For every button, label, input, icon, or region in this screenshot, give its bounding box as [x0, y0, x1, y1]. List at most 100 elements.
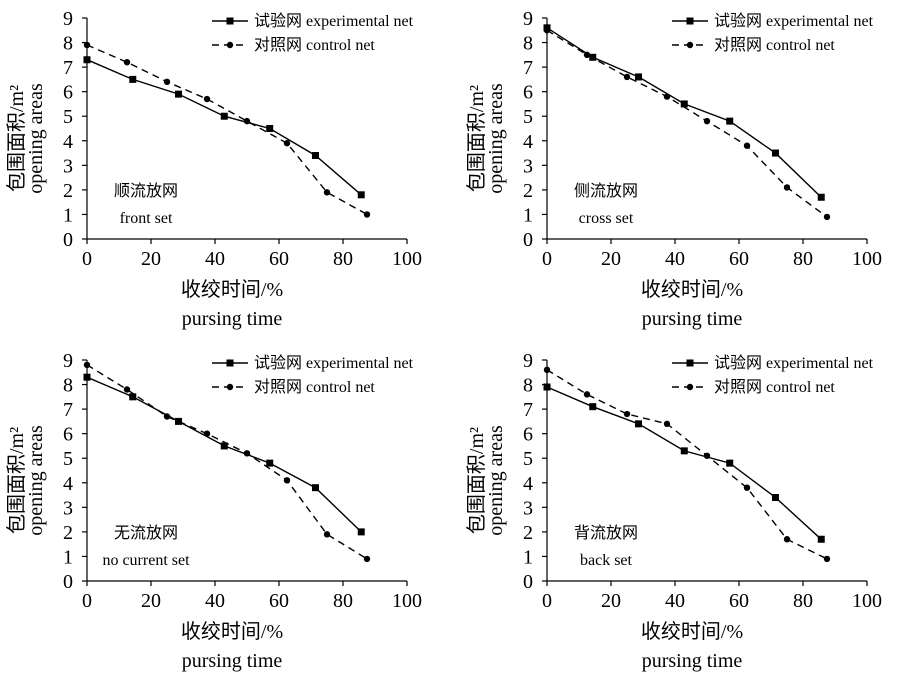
legend-label-control: 对照网 control net — [254, 378, 375, 396]
data-point-control — [323, 189, 331, 196]
x-axis-title-cn: 收绞时间/% — [641, 620, 743, 643]
data-point-control — [123, 59, 131, 66]
data-point-experimental — [726, 459, 734, 467]
y-axis-title-cn: 包围面积/m² — [5, 85, 28, 192]
panel-annotation-cn: 无流放网 — [114, 524, 178, 542]
y-tick-label: 0 — [63, 571, 73, 593]
x-tick-label: 100 — [852, 590, 882, 612]
series-line-control — [86, 44, 368, 216]
series-line-experimental — [86, 376, 362, 533]
y-tick-label: 7 — [523, 57, 533, 79]
data-point-control — [663, 420, 671, 428]
data-point-experimental — [83, 373, 91, 381]
y-tick-label: 3 — [523, 497, 533, 519]
x-tick-label: 100 — [852, 248, 882, 270]
legend-marker-circle — [226, 41, 234, 49]
data-point-experimental — [589, 403, 597, 411]
panel-annotation-cn: 背流放网 — [574, 524, 638, 542]
y-tick-label: 7 — [523, 399, 533, 421]
y-tick-label: 0 — [63, 229, 73, 251]
y-tick-label: 1 — [63, 204, 73, 226]
y-tick-label: 6 — [63, 424, 73, 446]
data-point-control — [363, 211, 371, 218]
y-tick-label: 0 — [523, 229, 533, 251]
legend-marker-circle — [686, 41, 694, 49]
data-point-experimental — [771, 494, 779, 502]
panel-annotation-en: no current set — [102, 552, 190, 569]
data-point-control — [783, 184, 791, 191]
data-point-control — [283, 140, 291, 147]
y-tick-label: 9 — [63, 8, 73, 30]
x-tick-label: 20 — [601, 248, 621, 270]
data-point-experimental — [357, 191, 365, 199]
y-tick-label: 5 — [523, 448, 533, 470]
data-point-control — [283, 477, 291, 484]
y-tick-label: 9 — [523, 8, 533, 30]
y-tick-label: 0 — [523, 571, 533, 593]
data-point-control — [83, 41, 91, 49]
data-point-experimental — [129, 75, 137, 83]
legend-label-experimental: 试验网 experimental net — [254, 354, 414, 372]
data-point-experimental — [680, 100, 688, 108]
y-tick-label: 4 — [523, 473, 533, 495]
y-tick-label: 8 — [63, 33, 73, 55]
y-tick-label: 9 — [63, 350, 73, 372]
data-point-control — [123, 386, 131, 393]
series-line-control — [546, 369, 828, 560]
x-tick-label: 0 — [542, 590, 552, 612]
data-point-control — [243, 117, 251, 125]
data-point-experimental — [635, 420, 643, 428]
x-tick-label: 40 — [205, 590, 225, 612]
data-point-experimental — [266, 459, 274, 467]
legend-marker-square — [686, 359, 694, 367]
data-point-control — [543, 366, 551, 374]
y-tick-label: 5 — [63, 448, 73, 470]
x-tick-label: 20 — [141, 248, 161, 270]
data-point-control — [663, 93, 671, 100]
series-line-control — [546, 29, 828, 218]
legend-marker-circle — [686, 383, 694, 391]
x-axis-title-en: pursing time — [182, 308, 283, 330]
x-axis-title-en: pursing time — [182, 650, 283, 672]
legend-marker-circle — [226, 383, 234, 391]
x-tick-label: 60 — [729, 590, 749, 612]
x-axis-title-cn: 收绞时间/% — [181, 620, 283, 643]
data-point-experimental — [726, 117, 734, 125]
data-point-experimental — [129, 393, 137, 401]
legend-label-experimental: 试验网 experimental net — [254, 12, 414, 30]
x-tick-label: 80 — [333, 590, 353, 612]
y-tick-label: 8 — [63, 375, 73, 397]
data-point-control — [363, 555, 371, 563]
data-point-control — [743, 142, 751, 149]
x-tick-label: 20 — [141, 590, 161, 612]
x-tick-label: 0 — [82, 248, 92, 270]
y-axis-title-en: opening areas — [25, 425, 47, 536]
x-tick-label: 80 — [333, 248, 353, 270]
y-tick-label: 8 — [523, 33, 533, 55]
x-tick-label: 100 — [392, 590, 422, 612]
y-tick-label: 9 — [523, 350, 533, 372]
data-point-control — [623, 73, 631, 81]
x-axis-title-cn: 收绞时间/% — [641, 278, 743, 301]
legend-label-control: 对照网 control net — [714, 378, 835, 396]
x-tick-label: 40 — [665, 248, 685, 270]
legend-label-control: 对照网 control net — [714, 36, 835, 54]
y-tick-label: 5 — [63, 106, 73, 128]
y-tick-label: 6 — [63, 82, 73, 104]
y-tick-label: 6 — [523, 82, 533, 104]
data-point-control — [83, 361, 91, 369]
data-point-experimental — [83, 56, 91, 64]
y-tick-label: 2 — [523, 180, 533, 202]
y-tick-label: 5 — [523, 106, 533, 128]
y-tick-label: 3 — [63, 497, 73, 519]
y-tick-label: 1 — [63, 546, 73, 568]
y-tick-label: 2 — [523, 522, 533, 544]
data-point-control — [823, 555, 831, 563]
data-point-control — [583, 391, 591, 398]
y-axis-title-cn: 包围面积/m² — [465, 427, 488, 534]
x-axis-title-en: pursing time — [642, 308, 743, 330]
